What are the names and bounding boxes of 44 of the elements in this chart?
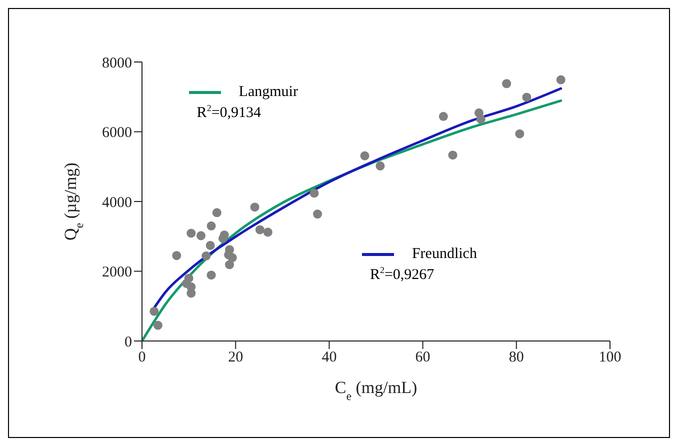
point bbox=[515, 129, 524, 138]
y-tick-label: 2000 bbox=[102, 264, 132, 281]
point bbox=[212, 208, 222, 218]
point bbox=[186, 228, 196, 238]
y-tick-label: 4000 bbox=[102, 194, 132, 211]
annotation: R$^{2}$=0,9267 bbox=[370, 265, 434, 284]
point bbox=[220, 230, 229, 240]
point bbox=[310, 188, 319, 198]
x-tick-label: 100 bbox=[598, 350, 622, 366]
point bbox=[502, 79, 512, 88]
x-axis-title: C$_{e}$ (mg/mL) bbox=[334, 378, 418, 403]
point bbox=[360, 151, 370, 160]
legend-label: Freundlich bbox=[412, 246, 477, 264]
point bbox=[522, 92, 532, 102]
x-tick-label: 60 bbox=[415, 350, 430, 366]
point bbox=[228, 253, 237, 262]
point bbox=[153, 320, 162, 330]
x-tick-label: 0 bbox=[138, 350, 146, 366]
point bbox=[556, 75, 566, 84]
legend-label: Langmuir bbox=[238, 84, 298, 102]
point bbox=[172, 251, 182, 260]
point bbox=[196, 231, 206, 240]
point bbox=[376, 161, 385, 170]
point bbox=[206, 240, 215, 250]
point bbox=[476, 114, 486, 124]
point bbox=[448, 150, 458, 160]
point bbox=[184, 274, 194, 283]
point bbox=[438, 112, 448, 121]
point bbox=[150, 306, 159, 316]
y-tick-label: 0 bbox=[124, 334, 132, 350]
point bbox=[255, 225, 264, 234]
x-tick-label: 40 bbox=[322, 350, 337, 366]
point bbox=[202, 251, 211, 260]
point bbox=[312, 210, 322, 219]
annotation: R$^{2}$=0,9134 bbox=[196, 103, 262, 122]
point bbox=[263, 228, 272, 237]
point bbox=[206, 270, 216, 280]
point bbox=[206, 221, 216, 230]
point bbox=[225, 260, 234, 270]
point bbox=[250, 202, 260, 212]
x-tick-label: 80 bbox=[508, 350, 524, 366]
y-tick-label: 8000 bbox=[102, 55, 132, 72]
x-tick-label: 20 bbox=[228, 350, 244, 366]
y-tick-label: 6000 bbox=[102, 125, 132, 142]
